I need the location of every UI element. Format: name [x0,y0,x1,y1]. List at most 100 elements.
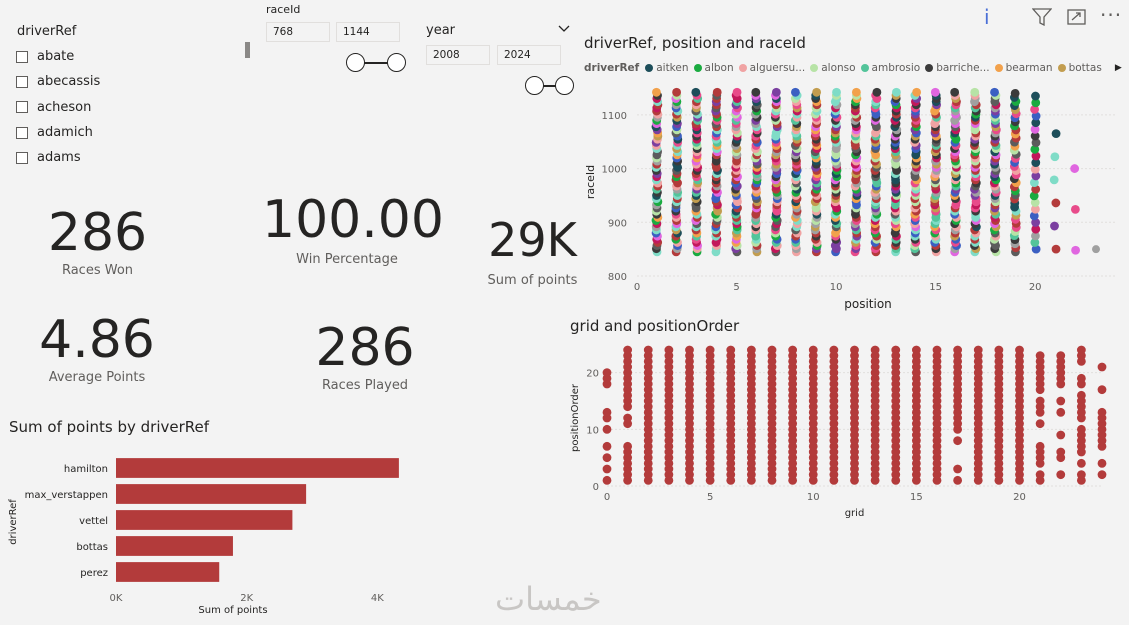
races-won-value: 286 [47,203,148,263]
checkbox[interactable] [16,151,28,164]
scatter1-point [1031,171,1041,181]
scatter2-point [705,345,715,355]
scatter2-point [932,345,942,355]
legend-item[interactable]: albon [693,62,734,74]
scatter1-title: driverRef, position and raceId [584,34,806,52]
legend-title: driverRef [584,62,640,74]
scatter1-point [1031,218,1041,227]
average-points-value: 4.86 [39,310,155,370]
scatter2-point [623,345,633,355]
watermark-logo: خمسات [495,580,602,618]
raceid-max-input[interactable]: 1144 [336,22,400,42]
slicer-item[interactable]: abecassis [16,69,246,94]
bar [116,458,399,478]
scatter2-point [1035,419,1045,429]
scatter2-point [829,345,839,355]
scatter1-point [1031,91,1040,101]
legend-item[interactable]: bearman [994,62,1053,74]
legend-dot [994,64,1003,72]
scatter2-point [623,441,633,451]
sum-points-label: Sum of points [487,273,578,288]
legend-dot [810,64,819,72]
legend-item[interactable]: aitken [645,62,689,74]
x-tick-label: 4K [371,593,384,604]
raceid-slider-track[interactable] [356,62,396,64]
scatter2-point [1076,390,1086,400]
scatter1-point [732,87,742,97]
scatter1-point [1031,184,1041,194]
checkbox[interactable] [16,101,28,114]
year-slider-track[interactable] [536,85,564,87]
scatter1-point [1031,231,1040,241]
scatter2-point [953,475,963,485]
driver-slicer-list: abate abecassis acheson adamich adams [16,44,246,170]
slicer-item-label: adams [37,150,81,166]
checkbox[interactable] [16,75,28,88]
slicer-item-label: acheson [37,99,92,115]
slicer-scrollbar[interactable] [245,42,250,58]
legend-label: aitken [656,62,689,74]
scatter2-point [870,345,880,355]
scatter1-point [1030,198,1040,207]
scatter1-point [990,87,999,97]
bar [116,536,233,556]
year-max-input[interactable]: 2024 [497,45,561,65]
checkbox[interactable] [16,50,28,63]
legend-item[interactable]: alguersu... [738,62,806,74]
x-tick-label: 15 [929,282,942,293]
scatter2-chart[interactable]: 0 10 20 0 5 10 15 20 grid positionOrder [565,338,1125,520]
scatter2-point [602,424,612,434]
chevron-down-icon[interactable] [558,25,570,33]
scatter1-point [691,87,701,97]
y-axis-title: positionOrder [570,383,581,452]
scatter2-point [1097,407,1107,417]
slicer-item[interactable]: adams [16,145,246,170]
scatter2-point [1035,441,1045,451]
y-tick-label: 800 [608,272,627,283]
checkbox[interactable] [16,126,28,139]
races-won-label: Races Won [61,263,134,278]
year-max-handle[interactable] [555,76,574,95]
scatter1-point [950,87,960,97]
info-icon[interactable]: i [984,5,990,29]
win-percentage-value: 100.00 [262,190,444,250]
legend-item[interactable]: ambrosio [860,62,921,74]
scatter2-point [602,368,612,378]
scatter1-point [672,87,681,97]
scatter2-point [602,453,612,463]
year-min-input[interactable]: 2008 [426,45,490,65]
legend-label: ambrosio [871,62,921,74]
filter-icon[interactable] [1032,8,1052,26]
scatter1-point [1031,244,1041,254]
slicer-item[interactable]: abate [16,44,246,69]
x-axis-title: position [844,297,892,311]
scatter1-point [930,87,940,97]
focus-mode-icon[interactable] [1067,8,1087,26]
legend-label: bearman [1005,62,1053,74]
scatter2-point [1056,470,1066,480]
legend-item[interactable]: barriche... [925,62,990,74]
scatter1-chart[interactable]: 800 900 1000 1100 0 5 10 15 20 position raceId [580,80,1125,315]
legend-label: alguersu... [749,62,806,74]
y-tick-label: 20 [586,369,599,380]
scatter1-point [1031,151,1041,161]
raceid-min-input[interactable]: 768 [266,22,330,42]
scatter2-point [1056,396,1066,406]
y-axis-title: raceId [584,165,597,199]
year-slicer-label: year [426,23,456,38]
raceid-max-handle[interactable] [387,53,406,72]
scatter1-point [1030,164,1040,174]
x-tick-label: 10 [807,492,820,503]
raceid-min-handle[interactable] [346,53,365,72]
legend-next-icon[interactable]: ▶ [1114,63,1122,73]
scatter1-point [1031,118,1041,128]
legend-item[interactable]: bottas [1057,62,1102,74]
more-options-icon[interactable]: ··· [1100,3,1123,27]
slicer-item[interactable]: adamich [16,120,246,145]
bar-chart[interactable]: 0K 2K 4K Sum of points driverRef hamilton max_… [0,445,420,620]
legend-item[interactable]: alonso [810,62,856,74]
legend-dot [738,64,747,72]
x-tick-label: 20 [1013,492,1026,503]
year-min-handle[interactable] [525,76,544,95]
slicer-item[interactable]: acheson [16,95,246,120]
